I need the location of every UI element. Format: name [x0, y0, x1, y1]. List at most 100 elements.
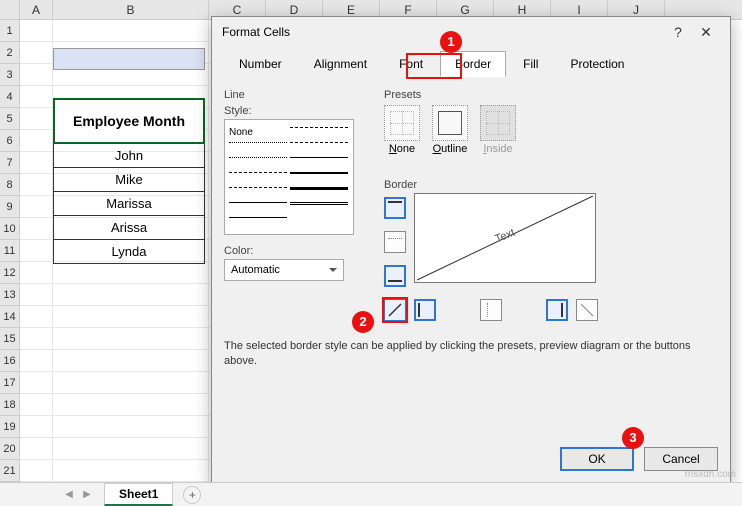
cell[interactable]	[20, 240, 53, 262]
tab-alignment[interactable]: Alignment	[299, 51, 382, 77]
border-diag-down-button[interactable]	[576, 299, 598, 321]
cell[interactable]	[20, 306, 53, 328]
row-header[interactable]: 18	[0, 394, 20, 416]
tab-protection[interactable]: Protection	[555, 51, 639, 77]
cell[interactable]	[20, 196, 53, 218]
cancel-button[interactable]: Cancel	[644, 447, 718, 471]
cell[interactable]	[53, 328, 209, 350]
cell[interactable]	[20, 262, 53, 284]
row-header[interactable]: 19	[0, 416, 20, 438]
add-sheet-button[interactable]: +	[183, 486, 201, 504]
cell[interactable]	[53, 460, 209, 482]
cell[interactable]	[20, 174, 53, 196]
table-row[interactable]: Marissa	[53, 192, 205, 216]
border-top-button[interactable]	[384, 197, 406, 219]
row-header[interactable]: 16	[0, 350, 20, 372]
border-preview[interactable]: Text	[414, 193, 596, 283]
style-opt[interactable]	[229, 217, 287, 229]
cell[interactable]	[20, 416, 53, 438]
cell[interactable]	[20, 284, 53, 306]
row-header[interactable]: 9	[0, 196, 20, 218]
cell[interactable]	[20, 394, 53, 416]
ok-button[interactable]: OK	[560, 447, 634, 471]
line-style-selector[interactable]: None	[224, 119, 354, 235]
row-header[interactable]: 14	[0, 306, 20, 328]
color-selector[interactable]: Automatic	[224, 259, 344, 281]
preset-outline[interactable]: Outline	[432, 105, 468, 155]
border-diag-up-button[interactable]	[384, 299, 406, 321]
cell[interactable]	[53, 306, 209, 328]
row-header[interactable]: 15	[0, 328, 20, 350]
tab-prev-icon[interactable]: ◀	[63, 489, 75, 501]
style-opt[interactable]	[229, 172, 287, 184]
cell[interactable]	[53, 262, 209, 284]
cell[interactable]	[20, 218, 53, 240]
cell[interactable]	[53, 284, 209, 306]
sheet-tab[interactable]: Sheet1	[104, 483, 173, 506]
cell[interactable]	[20, 20, 53, 42]
style-opt[interactable]	[290, 172, 348, 184]
preset-inside[interactable]: Inside	[480, 105, 516, 155]
column-header[interactable]: A	[20, 0, 53, 19]
table-row[interactable]: Mike	[53, 168, 205, 192]
row-header[interactable]: 2	[0, 42, 20, 64]
row-header[interactable]: 10	[0, 218, 20, 240]
row-header[interactable]: 11	[0, 240, 20, 262]
cell[interactable]	[53, 416, 209, 438]
row-header[interactable]: 3	[0, 64, 20, 86]
cell[interactable]	[53, 394, 209, 416]
style-opt[interactable]	[290, 202, 348, 208]
row-header[interactable]: 17	[0, 372, 20, 394]
style-opt[interactable]	[229, 202, 287, 214]
style-opt[interactable]	[290, 142, 348, 154]
cell[interactable]	[20, 108, 53, 130]
row-header[interactable]: 12	[0, 262, 20, 284]
cell[interactable]	[20, 64, 53, 86]
select-all-corner[interactable]	[0, 0, 20, 19]
border-left-button[interactable]	[414, 299, 436, 321]
cell[interactable]	[53, 350, 209, 372]
row-header[interactable]: 8	[0, 174, 20, 196]
border-vmid-button[interactable]	[480, 299, 502, 321]
cell[interactable]	[20, 130, 53, 152]
style-opt[interactable]	[229, 157, 287, 169]
cell[interactable]	[20, 372, 53, 394]
row-header[interactable]: 5	[0, 108, 20, 130]
row-header[interactable]: 6	[0, 130, 20, 152]
help-button[interactable]: ?	[664, 24, 692, 40]
row-header[interactable]: 21	[0, 460, 20, 482]
row-header[interactable]: 1	[0, 20, 20, 42]
row-header[interactable]: 20	[0, 438, 20, 460]
close-button[interactable]: ✕	[692, 24, 720, 41]
table-row[interactable]: Lynda	[53, 240, 205, 264]
cell[interactable]	[20, 42, 53, 64]
row-header[interactable]: 4	[0, 86, 20, 108]
table-header-cell[interactable]: Employee Month	[53, 98, 205, 144]
cell[interactable]	[53, 20, 209, 42]
style-none[interactable]: None	[229, 127, 287, 139]
column-header[interactable]: B	[53, 0, 209, 19]
style-opt[interactable]	[290, 157, 348, 169]
border-hmid-button[interactable]	[384, 231, 406, 253]
style-opt[interactable]	[290, 187, 348, 199]
style-opt[interactable]	[290, 127, 348, 139]
border-bottom-button[interactable]	[384, 265, 406, 287]
table-row[interactable]: Arissa	[53, 216, 205, 240]
style-opt[interactable]	[229, 142, 287, 154]
cell[interactable]	[53, 372, 209, 394]
cell[interactable]	[20, 350, 53, 372]
tab-next-icon[interactable]: ▶	[81, 489, 93, 501]
cell[interactable]	[20, 152, 53, 174]
cell[interactable]	[20, 438, 53, 460]
cell[interactable]	[20, 86, 53, 108]
tab-fill[interactable]: Fill	[508, 51, 553, 77]
cell[interactable]	[20, 328, 53, 350]
row-header[interactable]: 7	[0, 152, 20, 174]
style-opt[interactable]	[229, 187, 287, 199]
row-header[interactable]: 13	[0, 284, 20, 306]
cell[interactable]	[53, 438, 209, 460]
preset-none[interactable]: None	[384, 105, 420, 155]
tab-number[interactable]: Number	[224, 51, 297, 77]
table-row[interactable]: John	[53, 144, 205, 168]
border-right-button[interactable]	[546, 299, 568, 321]
